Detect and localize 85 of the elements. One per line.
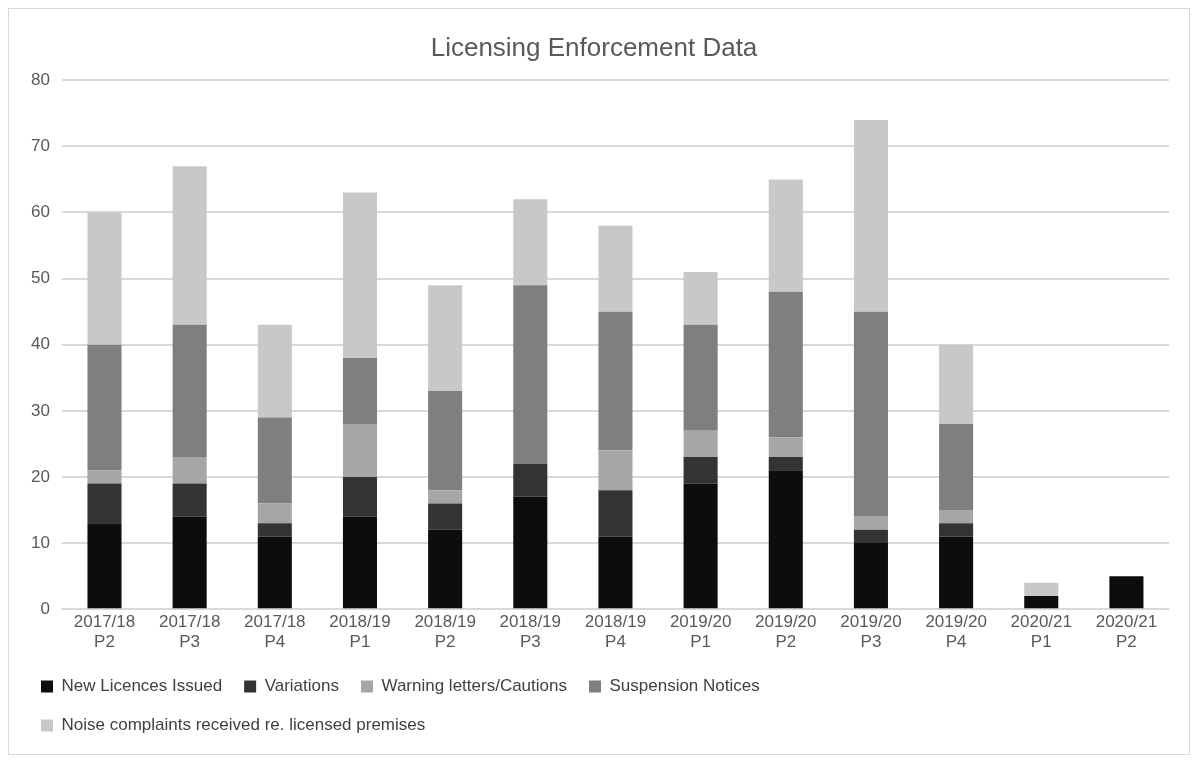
bar (428, 490, 463, 504)
bar (768, 457, 803, 471)
bar (853, 543, 888, 609)
bar (939, 424, 974, 511)
bar (172, 516, 207, 609)
x-tick-label: 2017/18 P2 (73, 612, 136, 652)
bar (257, 536, 292, 609)
bar (598, 311, 633, 451)
bar (853, 311, 888, 517)
y-tick-label: 10 (30, 532, 50, 552)
bar (428, 285, 463, 391)
bar (853, 529, 888, 544)
bar (683, 324, 718, 431)
bar (87, 523, 122, 609)
x-tick-label: 2020/21 P1 (1010, 612, 1072, 652)
bar (1024, 595, 1059, 609)
bar (598, 450, 633, 491)
y-tick-label: 80 (30, 69, 50, 89)
bar (1109, 576, 1144, 609)
legend-label: Variations (264, 676, 339, 696)
bar (598, 225, 633, 312)
x-tick-label: 2018/19 P2 (414, 612, 476, 652)
bar (257, 324, 292, 418)
x-tick-label: 2019/20 P1 (669, 612, 732, 652)
bar (768, 470, 803, 609)
bar (257, 503, 292, 524)
bar (172, 483, 207, 517)
bar (939, 510, 974, 524)
bar (87, 483, 122, 524)
bar (598, 490, 633, 537)
y-tick-label: 20 (30, 466, 50, 486)
x-tick-label: 2017/18 P4 (244, 612, 306, 652)
bar (1024, 582, 1059, 596)
bar (172, 457, 207, 484)
y-tick-label: 60 (30, 202, 50, 222)
legend-label: Warning letters/Cautions (381, 676, 567, 696)
bar (342, 424, 377, 477)
legend-label: New Licences Issued (61, 676, 223, 696)
bar (853, 119, 888, 312)
bar (87, 212, 122, 345)
bar (513, 463, 548, 497)
bar (513, 496, 548, 609)
bar (939, 344, 974, 425)
bar (342, 192, 377, 358)
bar (257, 417, 292, 504)
x-tick-label: 2018/19 P1 (329, 612, 391, 652)
x-tick-label: 2018/19 P3 (499, 612, 562, 652)
bar (768, 291, 803, 438)
bar (768, 437, 803, 458)
bar (428, 390, 463, 491)
y-tick-label: 30 (30, 400, 50, 420)
bar (683, 430, 718, 458)
legend-label: Noise complaints received re. licensed premises (61, 715, 426, 735)
chart-title: Licensing Enforcement Data (430, 31, 758, 62)
bar (683, 271, 718, 325)
bar (257, 523, 292, 537)
x-tick-label: 2019/20 P2 (755, 612, 817, 652)
bar (939, 536, 974, 609)
bar (939, 523, 974, 537)
bar (87, 344, 122, 471)
bar (513, 285, 548, 464)
x-tick-label: 2018/19 P4 (584, 612, 647, 652)
bar (853, 516, 888, 530)
bar (428, 503, 463, 530)
bar (598, 536, 633, 609)
bar (87, 470, 122, 484)
bar (513, 199, 548, 286)
y-tick-label: 70 (30, 136, 50, 156)
y-tick-label: 40 (30, 334, 50, 354)
x-tick-label: 2019/20 P3 (840, 612, 902, 652)
y-tick-label: 50 (30, 268, 50, 288)
bar (342, 476, 377, 517)
bar (683, 457, 718, 484)
x-tick-label: 2019/20 P4 (925, 612, 987, 652)
bar (172, 324, 207, 458)
bar (768, 179, 803, 292)
bar (342, 516, 377, 609)
legend-label: Suspension Notices (609, 676, 760, 696)
bar (172, 166, 207, 325)
bar (683, 483, 718, 609)
x-tick-label: 2020/21 P2 (1095, 612, 1158, 652)
bar (428, 529, 463, 609)
y-tick-label: 0 (40, 598, 50, 618)
bar (342, 357, 377, 425)
x-tick-label: 2017/18 P3 (158, 612, 221, 652)
